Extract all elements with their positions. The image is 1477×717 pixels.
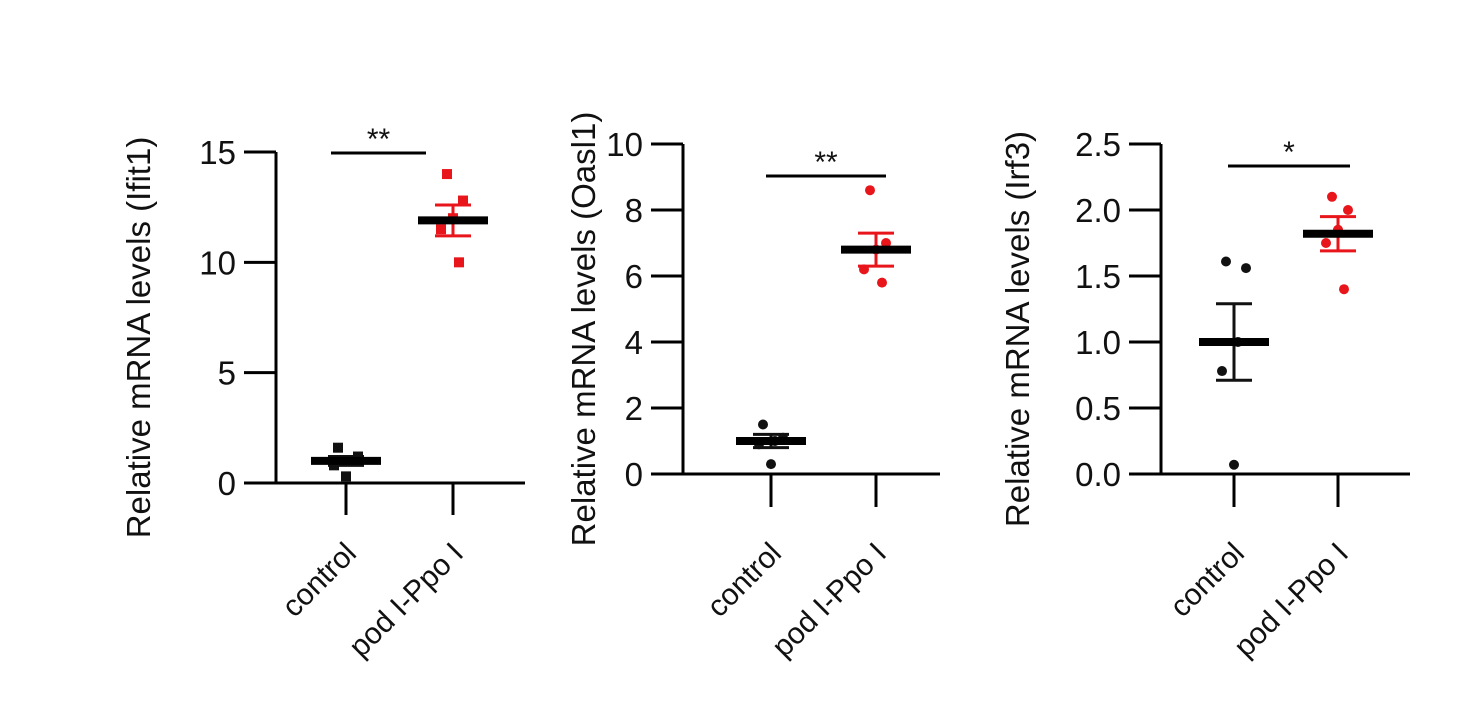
data-point (865, 185, 875, 196)
y-tick-label: 2.0 (1075, 192, 1121, 229)
y-tick-label: 0.5 (1075, 390, 1121, 427)
x-tick-label: pod I-Ppo I (343, 537, 470, 664)
y-tick-label: 15 (199, 134, 236, 171)
y-tick-label: 0 (218, 465, 236, 502)
y-tick-label: 1.0 (1075, 324, 1121, 361)
x-tick-label: control (276, 537, 363, 624)
y-tick-label: 0.0 (1075, 456, 1121, 493)
y-axis-label: Relative mRNA levels (Oasl1) (565, 112, 602, 547)
x-tick-label: pod I-Ppo I (1228, 537, 1355, 664)
data-point (458, 195, 468, 206)
data-point (766, 459, 776, 470)
panel-1: 0 5 10 15 Relative mRNA levels (Ifit1) contro… (120, 123, 525, 664)
data-point (1221, 256, 1231, 267)
data-point (436, 224, 446, 235)
y-tick-label: 2 (625, 390, 643, 427)
x-tick-label: control (701, 537, 788, 624)
y-axis-label: Relative mRNA levels (Irf3) (999, 131, 1036, 527)
significance-label: * (1283, 136, 1295, 169)
data-point (877, 277, 887, 288)
data-point (1343, 205, 1353, 215)
panel-3: 0.0 0.5 1.0 1.5 2.0 2.5 Relative mRNA levels (… (999, 126, 1410, 664)
significance-label: ** (367, 123, 391, 156)
data-point (442, 169, 452, 180)
significance-label: ** (814, 146, 838, 179)
data-point (1241, 263, 1251, 274)
y-tick-label: 8 (625, 192, 643, 229)
y-axis-label: Relative mRNA levels (Ifit1) (120, 137, 157, 539)
data-point (333, 442, 343, 453)
x-tick-label: pod I-Ppo I (766, 537, 893, 664)
data-point (341, 471, 351, 482)
data-point (1339, 284, 1349, 295)
data-point (758, 419, 768, 430)
y-tick-label: 10 (606, 126, 643, 163)
data-point (1321, 238, 1331, 248)
data-point (1327, 191, 1337, 202)
y-tick-label: 6 (625, 258, 643, 295)
y-tick-label: 10 (199, 244, 236, 281)
data-point (1217, 366, 1227, 377)
data-point (881, 238, 891, 248)
y-tick-label: 5 (218, 355, 236, 392)
y-tick-label: 0 (625, 456, 643, 493)
data-point (454, 257, 464, 268)
x-tick-label: control (1164, 537, 1251, 624)
y-tick-label: 4 (625, 324, 643, 361)
y-tick-label: 1.5 (1075, 258, 1121, 295)
data-point (1229, 459, 1239, 470)
y-tick-label: 2.5 (1075, 126, 1121, 163)
